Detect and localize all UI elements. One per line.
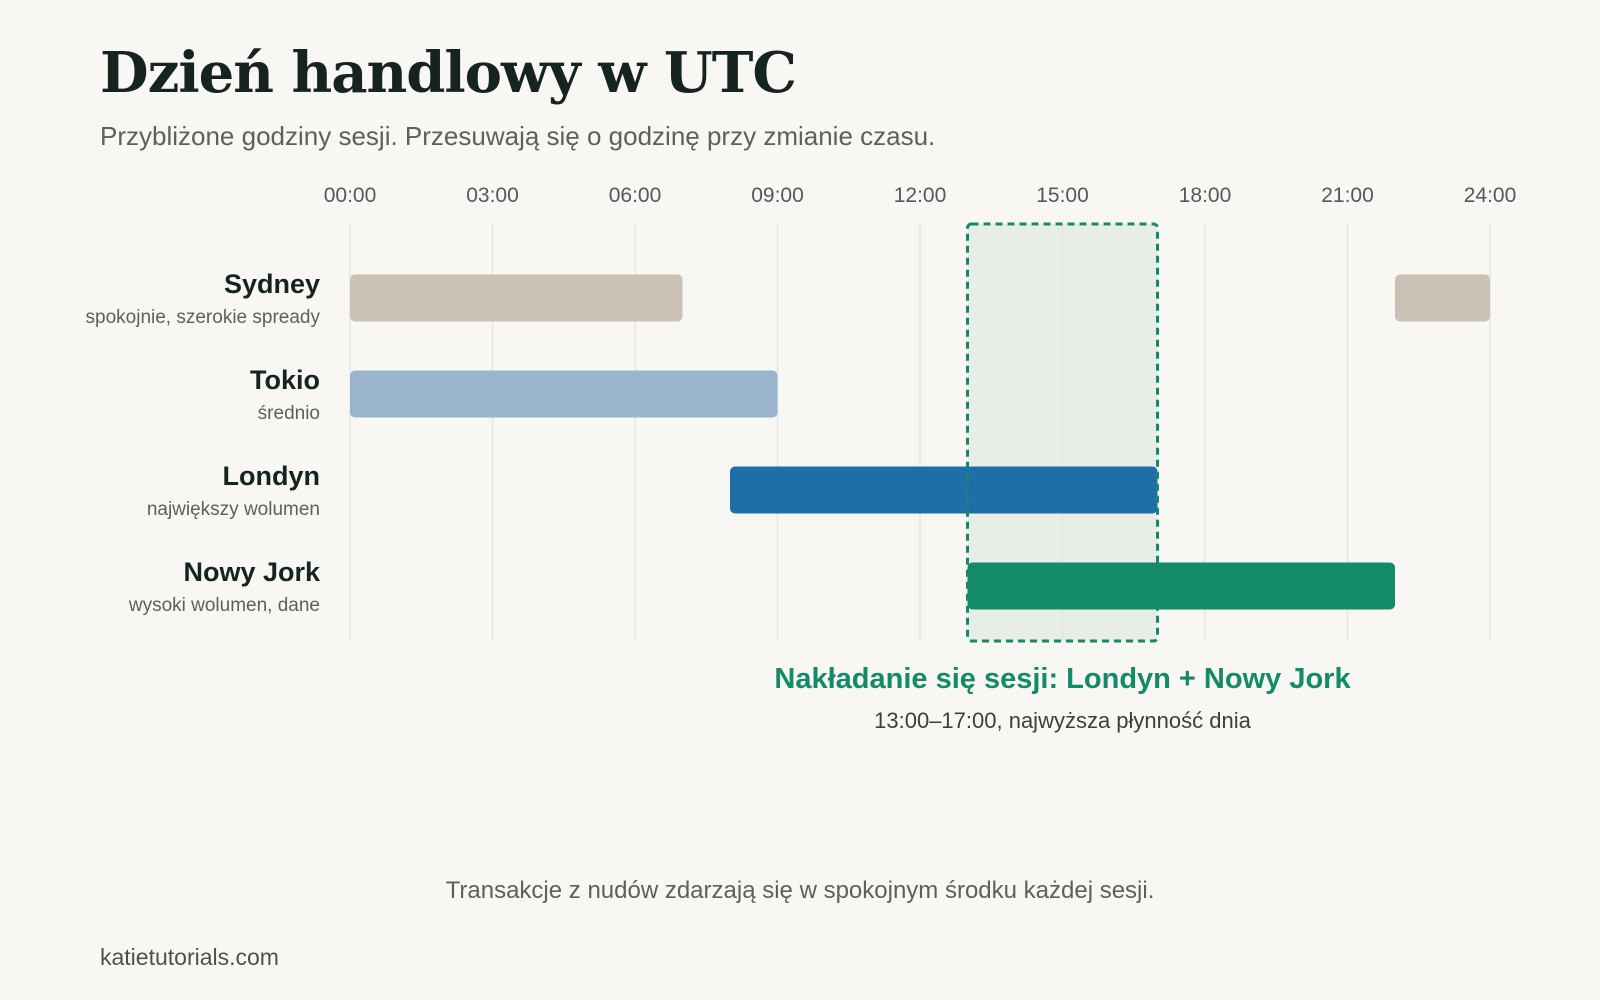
sessions-timeline-chart: 00:00 03:00 06:00 09:00 12:00 15:00 18:00 21:00… — [86, 184, 1517, 733]
page-subtitle: Przybliżone godziny sesji. Przesuwają si… — [100, 121, 936, 151]
overlap-annotation-subtitle: 13:00–17:00, najwyższa płynność dnia — [874, 708, 1251, 733]
session-note: spokojnie, szerokie spready — [86, 307, 321, 328]
session-name: Londyn — [223, 461, 320, 491]
site-credit: katietutorials.com — [100, 944, 279, 970]
session-bar — [350, 274, 683, 322]
x-tick-label: 21:00 — [1321, 184, 1374, 207]
overlap-highlight-border — [966, 222, 1159, 643]
x-tick-label: 12:00 — [894, 184, 947, 207]
x-tick-label: 00:00 — [324, 184, 377, 207]
x-tick-label: 09:00 — [751, 184, 804, 207]
x-tick-label: 06:00 — [609, 184, 662, 207]
x-tick-label: 24:00 — [1464, 184, 1517, 207]
session-name: Sydney — [224, 269, 320, 299]
chart-caption: Transakcje z nudów zdarzają się w spokoj… — [445, 877, 1155, 904]
session-bar — [730, 466, 1158, 514]
session-note: największy wolumen — [147, 499, 320, 520]
session-bar — [1395, 274, 1490, 322]
session-name: Tokio — [250, 365, 320, 395]
session-name: Nowy Jork — [183, 557, 321, 587]
x-tick-label: 18:00 — [1179, 184, 1232, 207]
x-tick-label: 15:00 — [1036, 184, 1089, 207]
overlap-annotation-title: Nakładanie się sesji: Londyn + Nowy Jork — [774, 663, 1351, 695]
session-bar — [350, 370, 778, 418]
session-note: wysoki wolumen, dane — [128, 595, 320, 616]
session-bar — [967, 562, 1395, 610]
x-tick-label: 03:00 — [466, 184, 519, 207]
page-title: Dzień handlowy w UTC — [100, 40, 797, 106]
session-note: średnio — [258, 403, 320, 424]
